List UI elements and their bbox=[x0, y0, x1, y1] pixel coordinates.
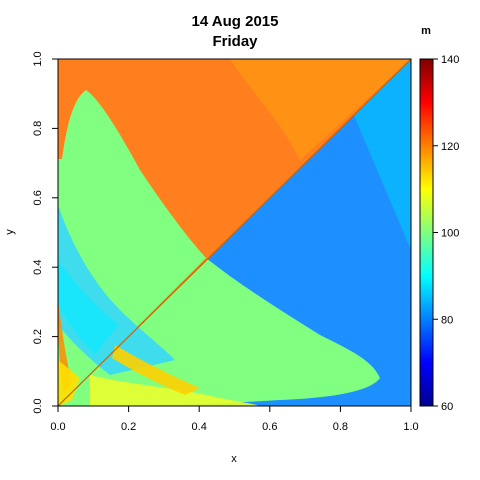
plot-frame bbox=[57, 58, 412, 407]
y-tick-label: 1.0 bbox=[32, 51, 44, 66]
corner-yellow-patch bbox=[58, 360, 80, 406]
y-tick-label: 0.0 bbox=[32, 398, 44, 413]
y-tick-label: 0.2 bbox=[32, 329, 44, 344]
left-cyan-band-inner bbox=[58, 260, 118, 355]
x-tick-label: 0.4 bbox=[192, 421, 207, 433]
upper-triangle-shade bbox=[230, 59, 411, 160]
bottom-hot-streak bbox=[112, 345, 200, 395]
y-tick-label: 0.6 bbox=[32, 190, 44, 205]
x-axis: 0.0 0.2 0.4 0.6 0.8 1.0 bbox=[50, 406, 419, 433]
chart-title: 14 Aug 2015 bbox=[192, 13, 279, 30]
y-axis-label: y bbox=[4, 229, 16, 235]
colorbar-unit: m bbox=[421, 25, 431, 37]
colorbar bbox=[419, 58, 434, 407]
x-axis-label: x bbox=[231, 453, 237, 465]
x-tick-label: 0.8 bbox=[333, 421, 348, 433]
colorbar-tick-label: 140 bbox=[441, 54, 459, 66]
y-axis: 0.0 0.2 0.4 0.6 0.8 1.0 bbox=[32, 51, 58, 414]
x-tick-label: 0.6 bbox=[262, 421, 277, 433]
colorbar-tick-label: 100 bbox=[441, 228, 459, 240]
colorbar-tick-label: 60 bbox=[441, 401, 453, 413]
diagonal-line bbox=[58, 59, 411, 406]
colorbar-axis: 60 80 100 120 140 bbox=[433, 54, 459, 413]
colorbar-tick-label: 80 bbox=[441, 314, 453, 326]
x-tick-label: 0.0 bbox=[50, 421, 65, 433]
x-tick-label: 0.2 bbox=[121, 421, 136, 433]
y-tick-label: 0.4 bbox=[32, 260, 44, 275]
colorbar-tick-label: 120 bbox=[441, 141, 459, 153]
heatmap-field bbox=[58, 59, 411, 406]
y-tick-label: 0.8 bbox=[32, 121, 44, 136]
chart-subtitle: Friday bbox=[212, 33, 258, 50]
x-tick-label: 1.0 bbox=[403, 421, 418, 433]
